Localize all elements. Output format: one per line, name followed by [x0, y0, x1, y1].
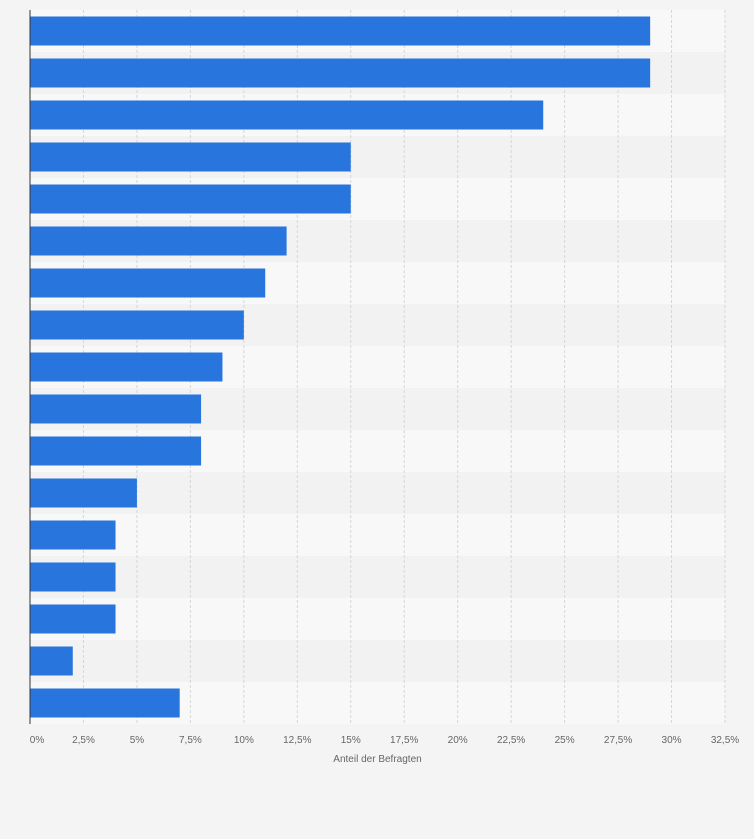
bar[interactable] [30, 646, 73, 676]
x-tick-label: 22,5% [497, 735, 525, 746]
bar[interactable] [30, 352, 223, 382]
row-band [30, 514, 725, 556]
bar[interactable] [30, 394, 202, 424]
bar[interactable] [30, 142, 351, 172]
bar[interactable] [30, 604, 116, 634]
x-tick-label: 15% [341, 735, 361, 746]
x-tick-label: 32,5% [711, 735, 739, 746]
bar[interactable] [30, 436, 202, 466]
bar[interactable] [30, 688, 180, 718]
x-tick-label: 7,5% [179, 735, 202, 746]
bar[interactable] [30, 16, 651, 46]
bar[interactable] [30, 184, 351, 214]
x-axis-tick-labels: 0% 2,5% 5% 7,5% 10% 12,5% 15% 17,5% 20% 22,5% 25% 2… [30, 735, 740, 746]
x-axis-title: Anteil der Befragten [333, 754, 421, 765]
bar[interactable] [30, 100, 544, 130]
bars [30, 16, 651, 718]
bar[interactable] [30, 478, 137, 508]
bar[interactable] [30, 310, 244, 340]
x-tick-label: 17,5% [390, 735, 418, 746]
x-tick-label: 0% [30, 735, 45, 746]
x-tick-label: 10% [234, 735, 254, 746]
x-tick-label: 25% [555, 735, 575, 746]
row-band [30, 556, 725, 598]
row-band [30, 598, 725, 640]
x-tick-label: 30% [662, 735, 682, 746]
x-tick-label: 27,5% [604, 735, 632, 746]
bar[interactable] [30, 520, 116, 550]
row-band [30, 472, 725, 514]
x-tick-label: 5% [130, 735, 145, 746]
bar[interactable] [30, 58, 651, 88]
x-tick-label: 12,5% [283, 735, 311, 746]
bar[interactable] [30, 226, 287, 256]
bar[interactable] [30, 562, 116, 592]
x-tick-label: 20% [448, 735, 468, 746]
bar[interactable] [30, 268, 266, 298]
row-band [30, 640, 725, 682]
grid-lines [82, 10, 726, 724]
x-tick-label: 2,5% [72, 735, 95, 746]
